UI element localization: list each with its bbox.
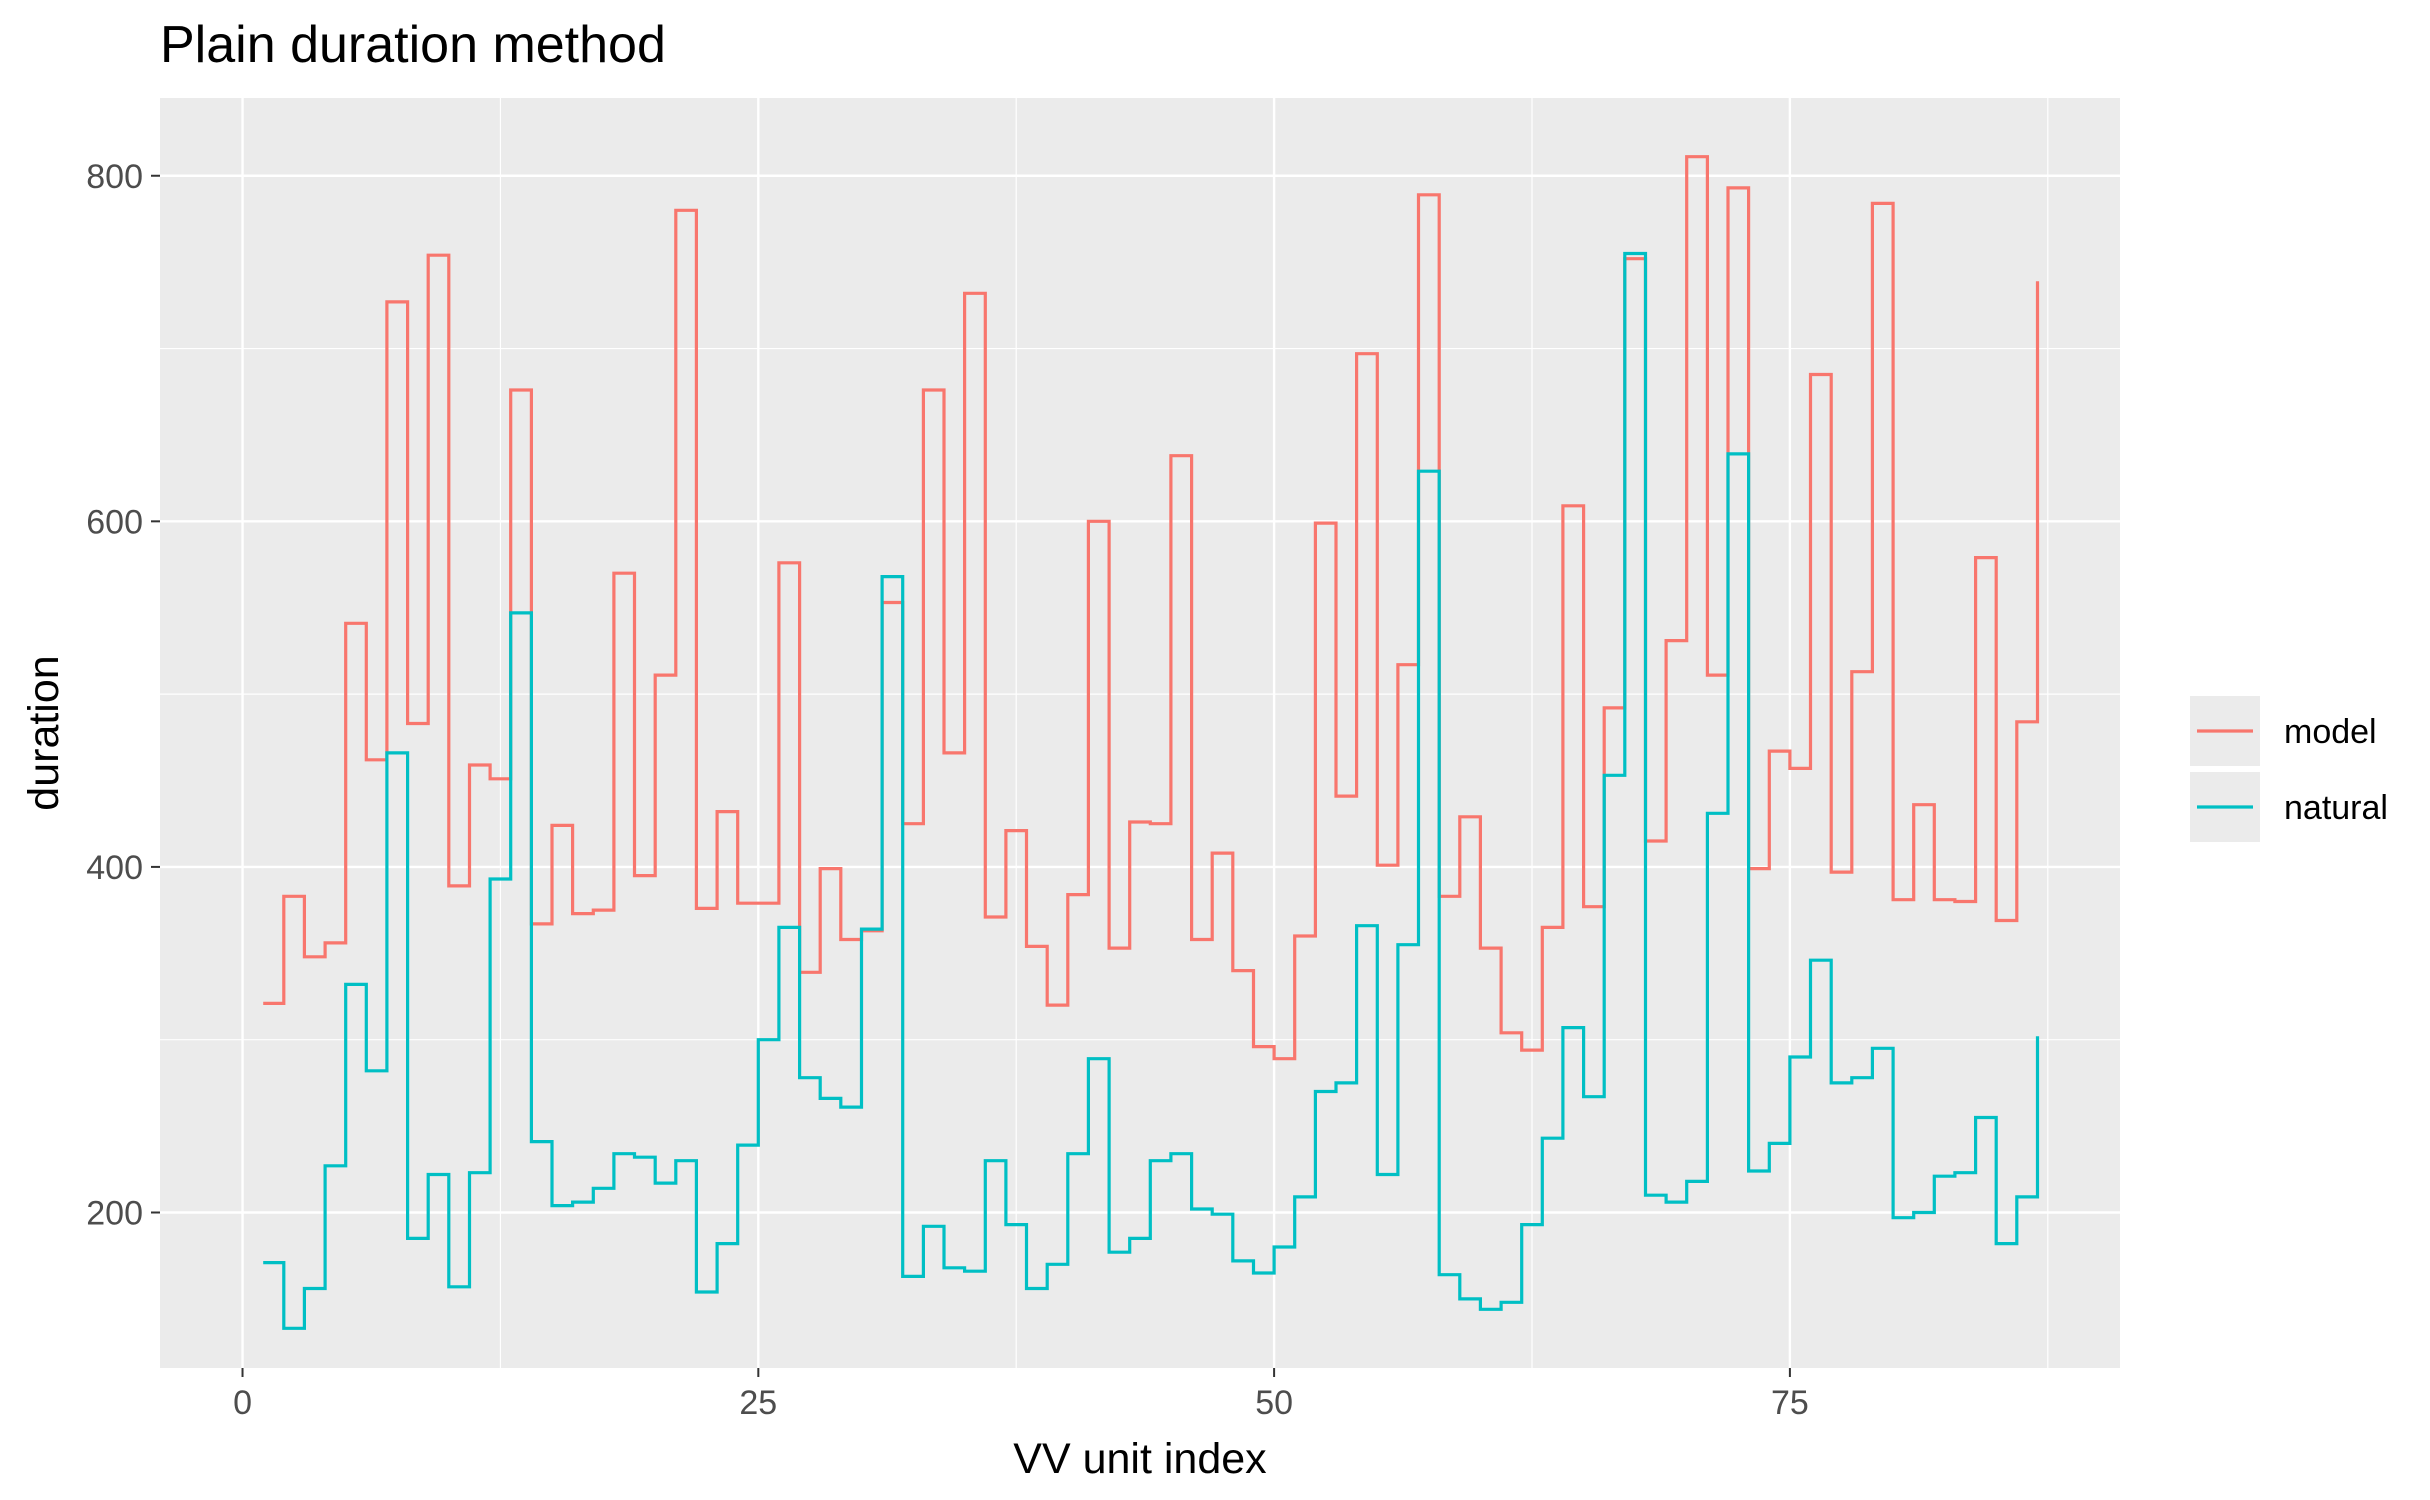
y-axis: 200 400 600 800 bbox=[86, 158, 160, 1232]
x-axis: 0 25 50 75 bbox=[233, 1368, 1809, 1422]
y-tick-label: 800 bbox=[86, 158, 143, 196]
major-gridlines bbox=[160, 98, 2120, 1368]
x-axis-title: VV unit index bbox=[1013, 1435, 1267, 1483]
y-axis-title: duration bbox=[20, 655, 68, 810]
legend-label-natural: natural bbox=[2284, 789, 2388, 827]
legend-label-model: model bbox=[2284, 713, 2377, 751]
x-tick-label: 25 bbox=[739, 1384, 777, 1422]
y-tick-label: 400 bbox=[86, 849, 143, 887]
chart-title: Plain duration method bbox=[160, 16, 666, 74]
y-tick-label: 600 bbox=[86, 503, 143, 541]
minor-gridlines bbox=[160, 98, 2120, 1368]
series-natural-line bbox=[263, 251, 2040, 1330]
legend: model natural bbox=[2190, 696, 2388, 842]
x-tick-label: 50 bbox=[1255, 1384, 1293, 1422]
y-tick-label: 200 bbox=[86, 1194, 143, 1232]
x-tick-label: 0 bbox=[233, 1384, 252, 1422]
series-layer bbox=[263, 155, 2040, 1330]
plot-panel bbox=[160, 98, 2120, 1368]
x-tick-label: 75 bbox=[1771, 1384, 1809, 1422]
